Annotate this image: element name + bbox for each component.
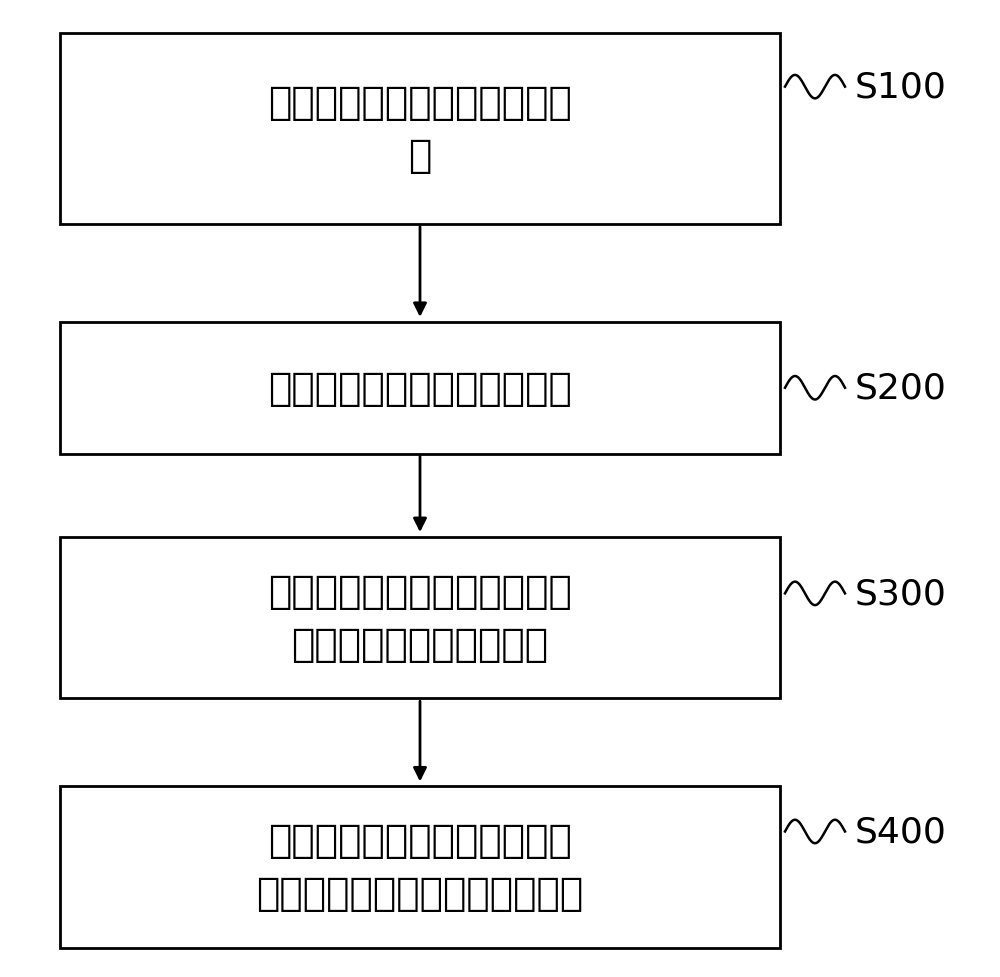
Bar: [60, 786, 780, 948]
Text: 接收检测传感器输入的电压信
号: 接收检测传感器输入的电压信 号: [268, 84, 572, 175]
Text: 对电压信号进行电压隔离处理: 对电压信号进行电压隔离处理: [268, 369, 572, 407]
Text: S200: S200: [855, 371, 947, 405]
Text: S400: S400: [855, 815, 947, 849]
Bar: [60, 537, 780, 699]
Bar: [60, 322, 780, 454]
Text: 对每个带通滤波处理后的滤波
信号均进行数据处理和频率测量: 对每个带通滤波处理后的滤波 信号均进行数据处理和频率测量: [256, 822, 584, 913]
Text: 分别对隔离后的电压信号进行
多个不同频率的带通滤波: 分别对隔离后的电压信号进行 多个不同频率的带通滤波: [268, 573, 572, 663]
Text: S300: S300: [855, 576, 947, 611]
Text: S100: S100: [855, 70, 947, 105]
Bar: [60, 34, 780, 225]
